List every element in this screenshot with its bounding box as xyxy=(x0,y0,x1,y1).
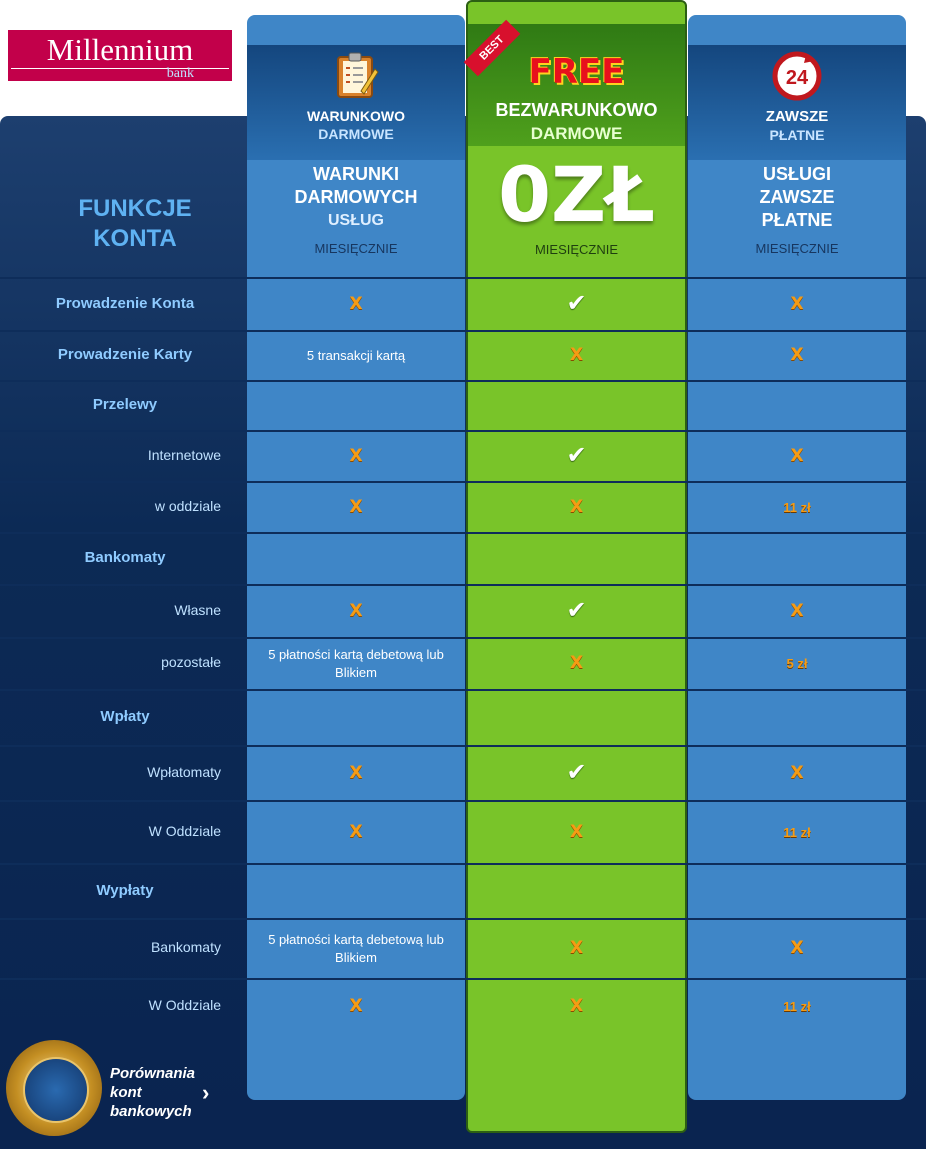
fee-value: 11 zł xyxy=(783,998,811,1014)
row-separator xyxy=(0,430,926,432)
row-label: w oddziale xyxy=(154,497,221,514)
row-label: Wypłaty xyxy=(96,881,154,899)
cross-icon: X xyxy=(569,345,584,365)
cross-icon: X xyxy=(790,938,804,958)
row-separator xyxy=(0,689,926,691)
row-separator xyxy=(0,330,926,332)
row-label: Internetowe xyxy=(147,446,221,463)
row-separator xyxy=(0,277,926,279)
column-period: MIESIĘCZNIE xyxy=(314,241,398,256)
clipboard-icon xyxy=(335,51,379,99)
cell-text: 5 transakcji kartą xyxy=(306,348,406,363)
cross-icon: X xyxy=(790,345,804,365)
fee-value: 5 zł xyxy=(786,656,808,671)
row-separator xyxy=(0,918,926,920)
ekonto-badge[interactable] xyxy=(6,1040,102,1136)
row-separator xyxy=(0,745,926,747)
column-subtitle: WARUNKI DARMOWYCH USŁUG xyxy=(294,164,418,229)
row-label: Prowadzenie Konta xyxy=(55,294,195,312)
column-period: MIESIĘCZNIE xyxy=(755,241,839,256)
column-period: MIESIĘCZNIE xyxy=(534,242,619,257)
check-icon: ✔ xyxy=(566,757,587,786)
column-header: FREE BEZWARUNKOWO DARMOWE xyxy=(468,24,685,146)
free-label: FREE xyxy=(528,52,625,92)
row-separator xyxy=(0,863,926,865)
row-label: Wpłaty xyxy=(100,708,150,725)
cross-icon: X xyxy=(569,496,584,517)
cross-icon: X xyxy=(569,938,584,958)
cell-text: 5 płatności kartą debetową lub Blikiem xyxy=(268,932,444,965)
cross-icon: X xyxy=(569,995,584,1016)
check-icon: ✔ xyxy=(566,288,587,317)
row-label: Bankomaty xyxy=(84,549,166,566)
check-icon: ✔ xyxy=(566,440,587,469)
cross-icon: X xyxy=(349,293,363,314)
check-icon: ✔ xyxy=(566,595,587,624)
row-separator xyxy=(0,637,926,639)
row-label: W Oddziale xyxy=(148,822,221,839)
cross-icon: X xyxy=(349,762,363,783)
fee-value: 11 zł xyxy=(783,824,811,840)
cross-icon: X xyxy=(790,293,804,314)
row-separator xyxy=(0,532,926,534)
row-separator xyxy=(0,978,926,980)
cross-icon: X xyxy=(349,600,363,621)
cross-icon: X xyxy=(569,821,584,842)
price: 0ZŁ xyxy=(498,150,655,239)
fee-value: 11 zł xyxy=(783,499,811,515)
brand-sub: bank xyxy=(166,66,194,81)
cross-icon: X xyxy=(569,653,584,673)
row-label: Bankomaty xyxy=(150,939,221,955)
row-label: Własne xyxy=(174,601,221,618)
row-separator xyxy=(0,800,926,802)
24h-icon: 24 xyxy=(772,51,822,101)
row-label: Przelewy xyxy=(92,396,158,413)
chevron-right-icon[interactable]: › xyxy=(202,1080,210,1105)
row-separator xyxy=(0,481,926,483)
svg-text:24: 24 xyxy=(786,67,809,89)
cross-icon: X xyxy=(349,821,363,842)
column-header: 24 ZAWSZE PŁATNE xyxy=(688,45,906,160)
brand-name: Millennium xyxy=(46,32,194,67)
row-label: W Oddziale xyxy=(148,996,221,1013)
cross-icon: X xyxy=(790,600,804,621)
row-label: Wpłatomaty xyxy=(147,763,221,780)
cross-icon: X xyxy=(790,762,804,783)
row-label: Prowadzenie Karty xyxy=(57,346,193,363)
cell-text: 5 płatności kartą debetową lub Blikiem xyxy=(268,647,444,680)
column-header: WARUNKOWO DARMOWE xyxy=(247,45,465,160)
column-subtitle: USŁUGI ZAWSZE PŁATNE xyxy=(759,164,835,230)
podium-icon xyxy=(23,1057,89,1123)
row-separator xyxy=(0,584,926,586)
comparison-link[interactable]: Porównania kont bankowych xyxy=(110,1065,196,1120)
row-separator xyxy=(0,380,926,382)
millennium-logo[interactable]: Millennium bank xyxy=(8,30,232,81)
cross-icon: X xyxy=(349,445,363,466)
column-free: FREE BEZWARUNKOWO DARMOWE 0ZŁ MIESIĘCZNI… xyxy=(466,0,687,1133)
cross-icon: X xyxy=(349,995,363,1016)
cross-icon: X xyxy=(349,496,363,517)
functions-heading: FUNKCJE KONTA xyxy=(78,195,192,252)
cross-icon: X xyxy=(790,445,804,466)
row-label: pozostałe xyxy=(161,654,221,670)
